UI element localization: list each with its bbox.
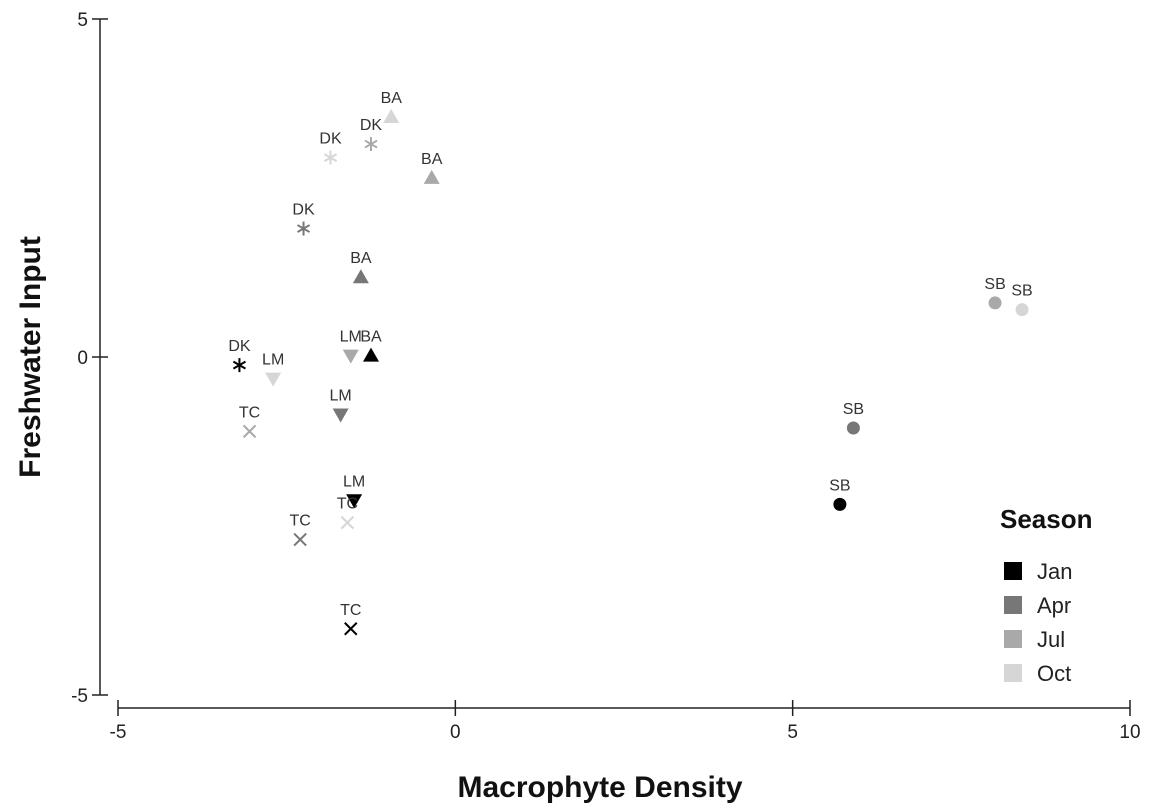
axes	[99, 19, 1130, 709]
y-tick-label: -5	[71, 686, 88, 707]
point-asterisk	[296, 221, 311, 236]
point-cross	[242, 424, 257, 439]
point-label: DK	[319, 131, 342, 148]
point-label: TC	[289, 513, 310, 530]
point-label: LM	[343, 473, 365, 490]
point-label: TC	[337, 496, 358, 513]
legend: Season Jan Apr Jul Oct	[1000, 504, 1093, 686]
point-cross	[293, 532, 307, 547]
point-circle	[833, 497, 847, 511]
point-circle	[1015, 303, 1029, 317]
point-label: TC	[340, 602, 361, 619]
point-triangle-down	[265, 372, 282, 387]
x-axis-title: Macrophyte Density	[457, 771, 742, 804]
point-asterisk	[364, 137, 378, 152]
point-label: DK	[292, 202, 315, 219]
point-label: BA	[381, 90, 403, 107]
point-triangle-up	[383, 109, 400, 124]
point-triangle-up	[352, 269, 369, 284]
x-tick-label: -5	[110, 722, 127, 743]
point-label: TC	[239, 404, 260, 421]
legend-label: Jan	[1037, 559, 1072, 584]
point-triangle-up	[363, 347, 379, 362]
point-asterisk	[232, 358, 247, 373]
point-label: SB	[984, 276, 1005, 293]
ticks: -5 0 5 10 5 0 -5	[71, 10, 1140, 743]
point-triangle-down	[342, 349, 359, 364]
point-triangle-down	[346, 494, 363, 509]
y-tick-label: 5	[77, 10, 88, 31]
point-label: SB	[829, 477, 850, 494]
point-label: LM	[262, 352, 284, 369]
point-label: BA	[421, 151, 443, 168]
point-label: DK	[360, 117, 383, 134]
legend-label: Jul	[1037, 627, 1065, 652]
point-circle	[846, 421, 860, 435]
legend-title: Season	[1000, 504, 1093, 534]
y-axis-title: Freshwater Input	[14, 236, 47, 478]
point-label: SB	[1011, 283, 1032, 300]
y-tick-label: 0	[77, 348, 88, 369]
legend-label: Apr	[1037, 593, 1071, 618]
point-triangle-down	[332, 408, 349, 423]
point-label: LM	[340, 329, 362, 346]
point-cross	[344, 622, 358, 636]
point-cross	[340, 515, 355, 530]
point-label: BA	[360, 329, 382, 346]
point-circle	[988, 296, 1002, 310]
point-label: BA	[350, 250, 372, 267]
legend-swatch	[1004, 630, 1022, 648]
point-triangle-up	[423, 169, 440, 184]
point-asterisk	[323, 150, 338, 165]
x-tick-label: 0	[450, 722, 461, 743]
legend-swatch	[1004, 562, 1022, 580]
legend-label: Oct	[1037, 661, 1071, 686]
x-tick-label: 5	[787, 722, 798, 743]
x-tick-label: 10	[1119, 722, 1140, 743]
point-label: DK	[228, 338, 251, 355]
data-marks	[232, 109, 1029, 636]
point-label: SB	[843, 401, 864, 418]
legend-swatch	[1004, 596, 1022, 614]
legend-swatch	[1004, 664, 1022, 682]
point-label: LM	[330, 387, 352, 404]
